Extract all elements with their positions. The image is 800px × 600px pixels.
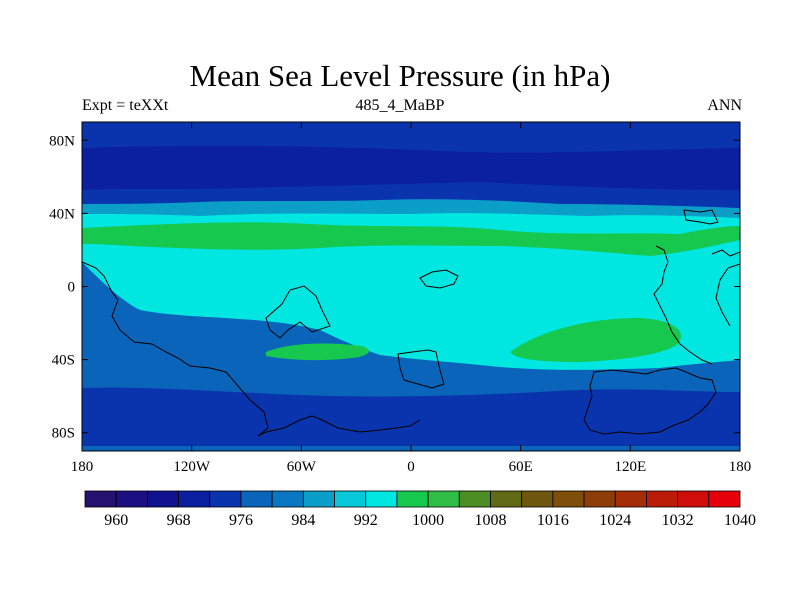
colorbar-label: 1000 [412,512,444,529]
colorbar-swatch [552,490,585,508]
colorbar-swatch [458,490,491,508]
coastline-east-asia [653,245,713,365]
y-tick-label: 0 [68,280,76,296]
pressure-field-north-subtropical-high [82,222,740,256]
pressure-field-arctic-deep-low [82,145,740,190]
colorbar-swatch [490,490,523,508]
colorbar-swatch [427,490,460,508]
y-axis: 80N 40N 0 40S 80S [49,133,740,442]
colorbar-swatch [271,490,304,508]
colorbar-swatch [178,490,211,508]
experiment-period-label: 485_4_MaBP [355,97,445,114]
colorbar-swatch [84,490,117,508]
colorbar-swatch [521,490,554,508]
colorbar-swatch [115,490,148,508]
x-tick-label: 0 [407,459,415,475]
colorbar-label: 1008 [474,512,506,529]
coastline-asia-ne [683,209,719,225]
y-tick-label: 80N [49,133,75,149]
colorbar-swatch [365,490,398,508]
chart-title: Mean Sea Level Pressure (in hPa) [189,58,611,93]
pressure-field-south-pacific-high [510,318,681,362]
coastline-east-margin [711,249,740,327]
colorbar-swatch [677,490,710,508]
coastline-india-block [419,269,459,289]
x-tick-label: 60W [287,459,317,475]
pressure-fields [82,122,740,451]
colorbar-swatch [708,490,741,508]
colorbar-label: 992 [354,512,378,529]
x-tick-label: 180 [729,459,752,475]
y-tick-label: 40N [49,206,75,222]
coastline-americas [82,261,421,437]
x-axis: 180 120W 60W 0 60E 120E 180 [71,122,752,475]
colorbar-label: 984 [291,512,315,529]
colorbar-swatch [209,490,242,508]
pressure-field-antarctic-deep-low [333,398,392,418]
x-tick-label: 60E [509,459,533,475]
colorbar-swatch [396,490,429,508]
colorbar-label: 1040 [724,512,756,529]
colorbar-swatch [240,490,273,508]
x-tick-label: 120E [614,459,646,475]
coastline-africa [265,285,331,339]
colorbar-label: 976 [229,512,253,529]
coastline-antarctic-peninsula [397,349,445,389]
y-tick-label: 80S [52,426,75,442]
x-tick-label: 180 [71,459,94,475]
colorbar-label: 968 [167,512,191,529]
colorbar-swatch [302,490,335,508]
colorbar-swatch [614,490,647,508]
colorbar-swatch [146,490,179,508]
colorbar-swatch [646,490,679,508]
colorbar-label: 1024 [599,512,631,529]
coastlines [82,209,740,437]
coastline-australia-block [583,367,717,435]
pressure-field-antarctic-low [82,387,740,446]
y-tick-label: 40S [52,353,75,369]
x-tick-label: 120W [173,459,211,475]
colorbar: 960 968 976 984 992 1000 1008 1016 1024 1032 1040 [84,490,756,529]
pressure-field-south-atlantic-high [266,343,369,361]
experiment-label: Expt = teXXt [82,97,169,114]
colorbar-label: 1032 [662,512,694,529]
colorbar-swatch [583,490,616,508]
colorbar-swatch [334,490,367,508]
season-label: ANN [707,97,742,114]
colorbar-label: 1016 [537,512,569,529]
colorbar-label: 960 [104,512,128,529]
